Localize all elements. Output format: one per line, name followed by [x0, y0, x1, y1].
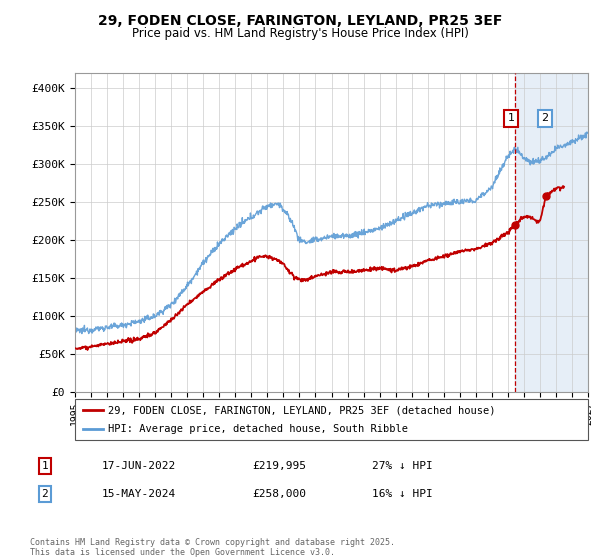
Text: 27% ↓ HPI: 27% ↓ HPI — [372, 461, 433, 471]
Text: £258,000: £258,000 — [252, 489, 306, 499]
Text: Price paid vs. HM Land Registry's House Price Index (HPI): Price paid vs. HM Land Registry's House … — [131, 27, 469, 40]
Text: 1: 1 — [508, 114, 515, 123]
Bar — [561, 73, 588, 392]
FancyBboxPatch shape — [75, 399, 588, 440]
Text: HPI: Average price, detached house, South Ribble: HPI: Average price, detached house, Sout… — [109, 424, 409, 433]
Text: 1: 1 — [41, 461, 49, 471]
Text: 2: 2 — [41, 489, 49, 499]
Text: Contains HM Land Registry data © Crown copyright and database right 2025.
This d: Contains HM Land Registry data © Crown c… — [30, 538, 395, 557]
Text: 15-MAY-2024: 15-MAY-2024 — [102, 489, 176, 499]
Text: 29, FODEN CLOSE, FARINGTON, LEYLAND, PR25 3EF (detached house): 29, FODEN CLOSE, FARINGTON, LEYLAND, PR2… — [109, 405, 496, 415]
Bar — [515, 73, 588, 392]
Text: 17-JUN-2022: 17-JUN-2022 — [102, 461, 176, 471]
Text: 2: 2 — [541, 114, 548, 123]
Text: 16% ↓ HPI: 16% ↓ HPI — [372, 489, 433, 499]
Text: 29, FODEN CLOSE, FARINGTON, LEYLAND, PR25 3EF: 29, FODEN CLOSE, FARINGTON, LEYLAND, PR2… — [98, 14, 502, 28]
Text: £219,995: £219,995 — [252, 461, 306, 471]
